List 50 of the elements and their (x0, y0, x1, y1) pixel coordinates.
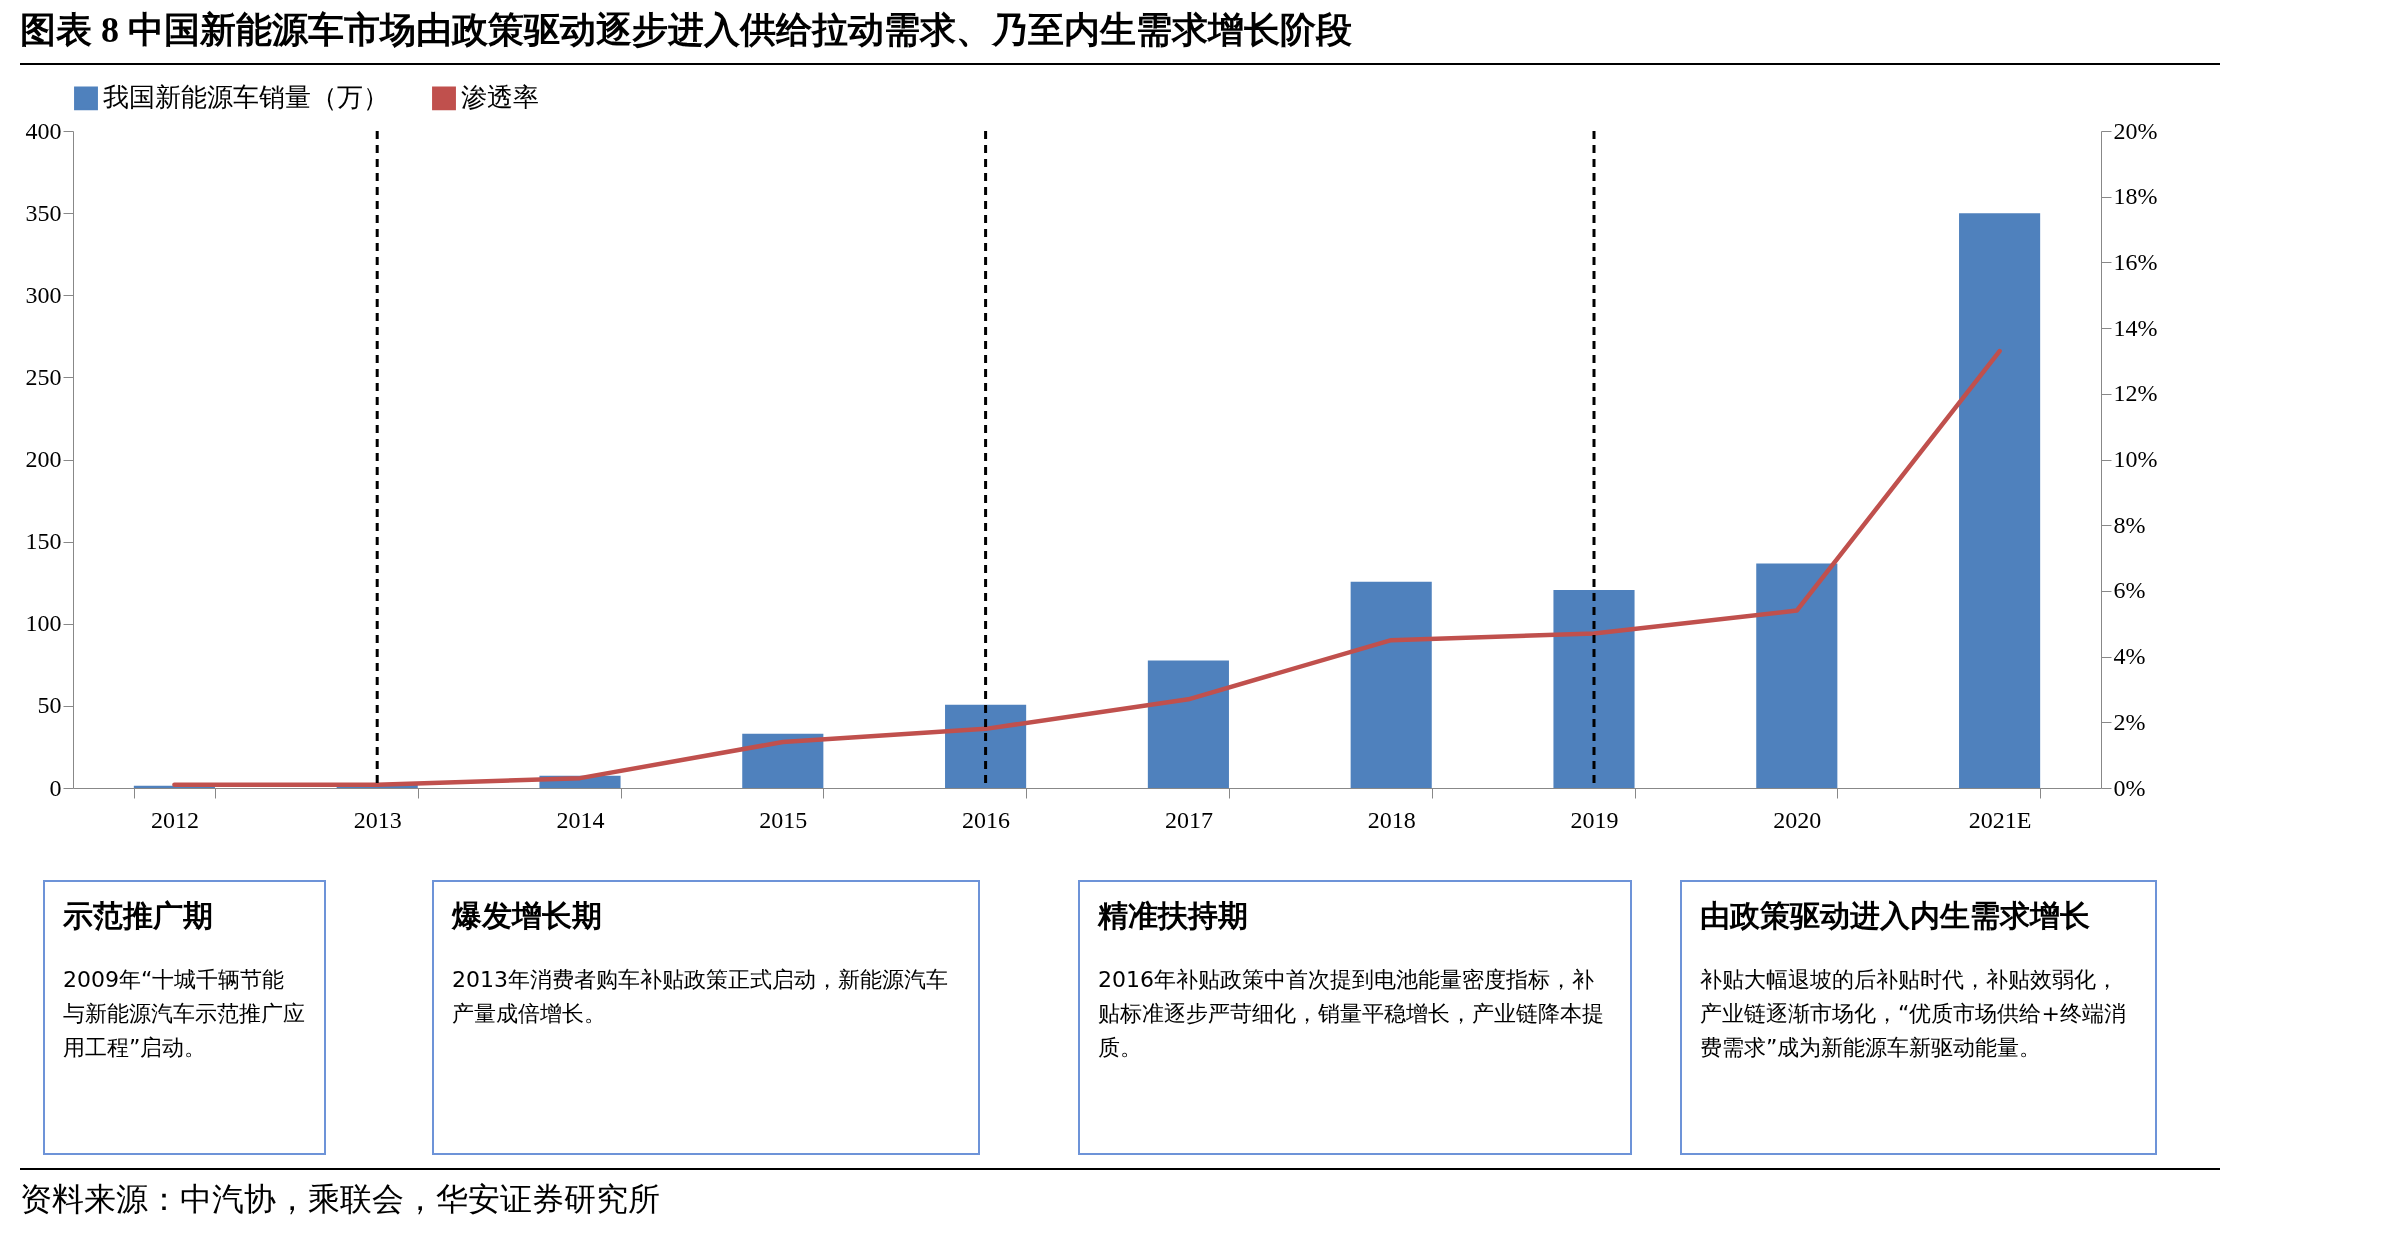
y-tick-label: 300 (25, 281, 62, 308)
text: 由政策驱动进入内生需求增长 (1700, 897, 2091, 935)
text: 2009年“十城千辆节能与新能源汽车示范推广应用工程”启动。 (63, 966, 306, 1062)
legend-label: 我国新能源车销量（万） (103, 82, 389, 113)
text: 补贴大幅退坡的后补贴时代，补贴效弱化，产业链逐渐市场化，“优质市场供给+终端消费需求”成为新能源车新驱动能量。 (1700, 966, 2127, 1062)
text: 爆发增长期 (452, 897, 603, 935)
text: 示范推广期 (63, 897, 214, 935)
y2-tick-label: 2% (2113, 708, 2146, 735)
y2-tick-label: 6% (2113, 577, 2146, 604)
y2-tick-label: 16% (2113, 248, 2158, 275)
x-tick-label: 2014 (556, 806, 605, 833)
y2-tick-label: 4% (2113, 643, 2146, 670)
y2-tick-label: 20% (2113, 117, 2158, 144)
y-tick-label: 350 (25, 199, 62, 226)
y2-tick-label: 18% (2113, 183, 2158, 210)
x-tick-label: 2021E (1968, 806, 2032, 833)
x-tick-label: 2016 (962, 806, 1011, 833)
chart-title: 图表 8 中国新能源车市场由政策驱动逐步进入供给拉动需求、乃至内生需求增长阶段 (20, 6, 2220, 65)
legend-label: 渗透率 (461, 82, 539, 113)
bar (1756, 563, 1838, 788)
y2-tick-label: 8% (2113, 511, 2146, 538)
y-tick-label: 250 (25, 363, 62, 390)
bar (1147, 660, 1229, 788)
y2-tick-label: 0% (2113, 774, 2146, 801)
y-tick-label: 0 (49, 774, 62, 801)
x-tick-label: 2015 (759, 806, 808, 833)
y-tick-label: 400 (25, 117, 62, 144)
x-tick-label: 2020 (1773, 806, 1822, 833)
y-tick-label: 50 (37, 692, 62, 719)
bar (742, 733, 824, 788)
y-tick-label: 200 (25, 446, 62, 472)
x-tick-label: 2019 (1570, 806, 1619, 833)
y2-tick-label: 14% (2113, 314, 2158, 341)
x-tick-label: 2013 (353, 806, 402, 833)
y2-tick-label: 10% (2113, 446, 2158, 472)
bar (945, 704, 1027, 788)
x-tick-label: 2012 (150, 806, 199, 833)
y-tick-label: 150 (25, 528, 62, 555)
bar (1350, 581, 1432, 788)
x-tick-label: 2017 (1164, 806, 1213, 833)
text: 2016年补贴政策中首次提到电池能量密度指标，补贴标准逐步严苛细化，销量平稳增长，产业链降本提质。 (1098, 966, 1605, 1062)
bar (1553, 589, 1635, 788)
y2-tick-label: 12% (2113, 380, 2158, 407)
line-series (172, 348, 2002, 787)
x-tick-label: 2018 (1367, 806, 1416, 833)
text: 精准扶持期 (1098, 897, 1249, 935)
y-tick-label: 100 (25, 610, 62, 637)
text: 2013年消费者购车补贴政策正式启动，新能源汽车产量成倍增长。 (452, 966, 949, 1028)
bar (1959, 213, 2041, 788)
text: 资料来源：中汽协，乘联会，华安证券研究所 (20, 1168, 2220, 1222)
